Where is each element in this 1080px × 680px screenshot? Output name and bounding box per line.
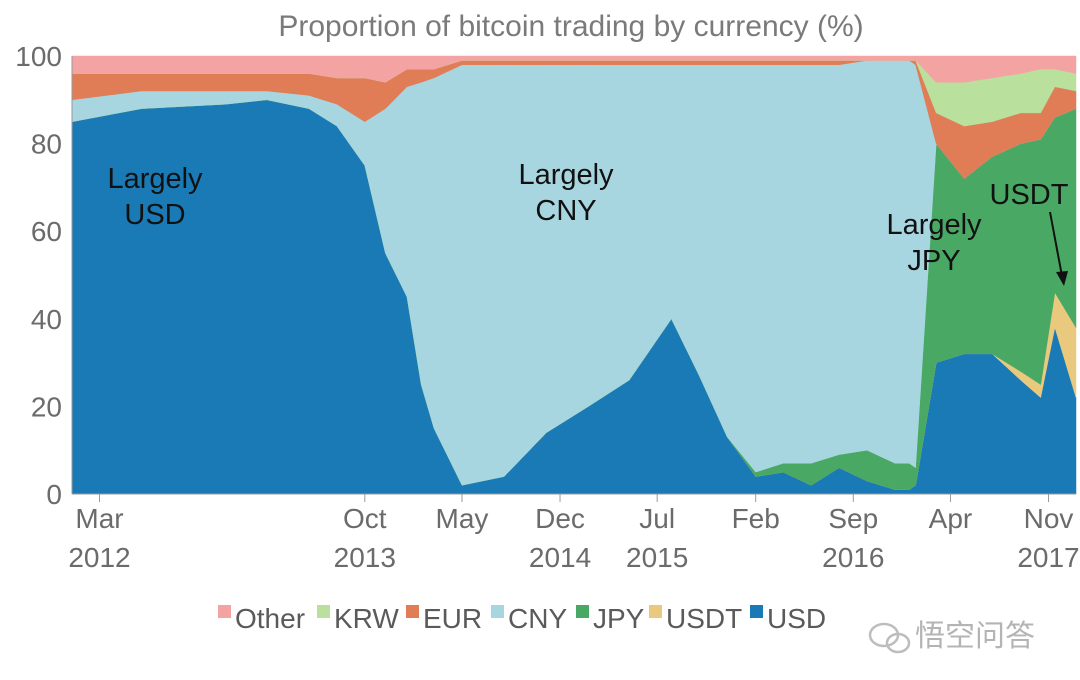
legend-label-other: Other — [235, 603, 305, 634]
watermark-logo-icon — [868, 622, 911, 654]
annotation-jpy-line1: Largely — [886, 209, 982, 241]
annotation-jpy-line2: JPY — [907, 245, 960, 277]
y-tick-label-20: 20 — [31, 391, 62, 422]
legend-label-usdt: USDT — [666, 603, 742, 634]
x-tick-month-sep-6: Sep — [828, 503, 878, 534]
area-other — [71, 55, 1077, 83]
annotation-usdt-arrow — [1049, 211, 1063, 277]
x-tick-month-nov-8: Nov — [1024, 503, 1074, 534]
area-series-group — [71, 55, 1077, 495]
annotation-largely-usd: Largely USD — [107, 163, 203, 231]
legend-label-jpy: JPY — [593, 603, 645, 634]
x-tick-month-oct-1: Oct — [343, 503, 387, 534]
annotation-usd-line1: Largely — [107, 163, 203, 195]
legend-label-usd: USD — [767, 603, 826, 634]
annotation-cny-line1: Largely — [518, 159, 614, 191]
legend-swatch-jpy — [576, 605, 589, 618]
y-tick-label-100: 100 — [15, 41, 62, 72]
legend-swatch-krw — [317, 605, 330, 618]
watermark-text: 悟空问答 — [915, 620, 1035, 653]
annotation-cny-line2: CNY — [535, 195, 596, 227]
legend: Other KRW EUR CNY JPY USDT USD — [218, 603, 826, 634]
y-axis: 0 20 40 60 80 100 — [15, 41, 73, 510]
y-tick-label-60: 60 — [31, 216, 62, 247]
chart-title: Proportion of bitcoin trading by currenc… — [278, 10, 863, 43]
legend-label-krw: KRW — [334, 603, 399, 634]
x-tick-month-may-2: May — [436, 503, 489, 534]
x-tick-month-feb-5: Feb — [732, 503, 780, 534]
x-tick-month-mar-0: Mar — [75, 503, 123, 534]
x-tick-month-jul-4: Jul — [639, 503, 675, 534]
watermark: 悟空问答 — [868, 620, 1035, 654]
x-tick-year-2016: 2016 — [822, 542, 884, 573]
annotation-largely-jpy: Largely JPY — [886, 209, 982, 277]
annotation-largely-cny: Largely CNY — [518, 159, 614, 227]
x-tick-year-2014: 2014 — [529, 542, 591, 573]
annotation-usd-line2: USD — [124, 199, 185, 231]
y-tick-label-0: 0 — [46, 479, 62, 510]
legend-swatch-usdt — [649, 605, 662, 618]
legend-label-cny: CNY — [508, 603, 567, 634]
x-tick-month-apr-7: Apr — [929, 503, 973, 534]
x-tick-year-2015: 2015 — [626, 542, 688, 573]
x-tick-year-2012: 2012 — [68, 542, 130, 573]
legend-label-eur: EUR — [423, 603, 482, 634]
x-axis: Mar 2012 Oct 2013 May Dec 2014 Jul 2015 Feb Sep 201… — [68, 493, 1080, 573]
x-tick-year-2013: 2013 — [334, 542, 396, 573]
y-tick-label-40: 40 — [31, 304, 62, 335]
legend-swatch-usd — [750, 605, 763, 618]
legend-swatch-eur — [406, 605, 419, 618]
x-tick-year-2017: 2017 — [1017, 542, 1079, 573]
y-tick-label-80: 80 — [31, 129, 62, 160]
legend-swatch-cny — [491, 605, 504, 618]
legend-swatch-other — [218, 605, 231, 618]
x-tick-month-dec-3: Dec — [535, 503, 585, 534]
annotation-usdt-arrowhead — [1056, 271, 1068, 286]
annotation-usdt-label: USDT — [990, 179, 1069, 211]
annotation-usdt: USDT — [990, 179, 1069, 286]
